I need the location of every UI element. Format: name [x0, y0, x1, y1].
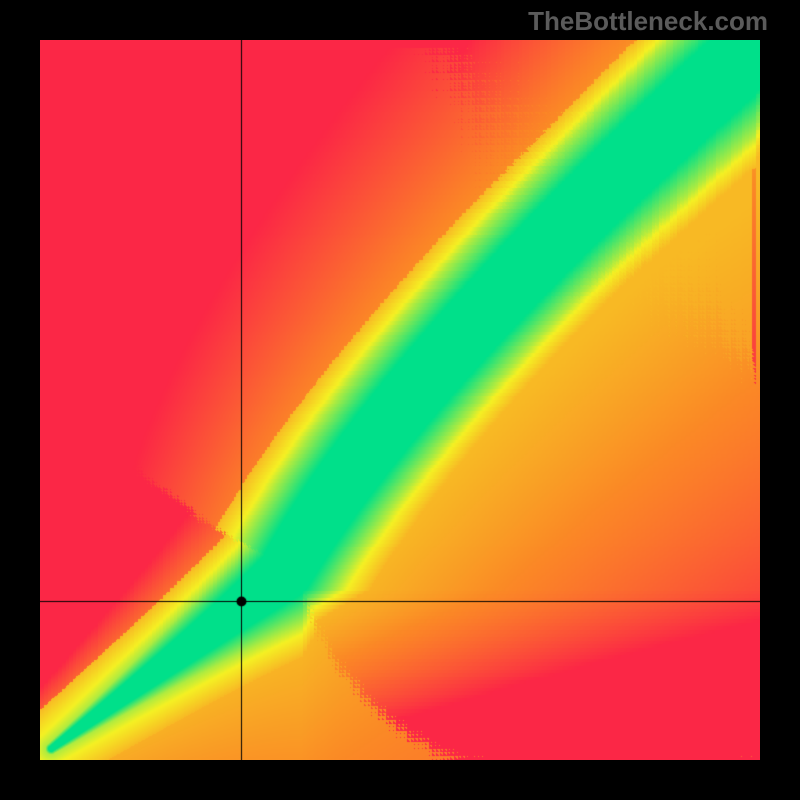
- watermark-text: TheBottleneck.com: [528, 6, 768, 37]
- bottleneck-heatmap: [40, 40, 760, 760]
- chart-container: TheBottleneck.com: [0, 0, 800, 800]
